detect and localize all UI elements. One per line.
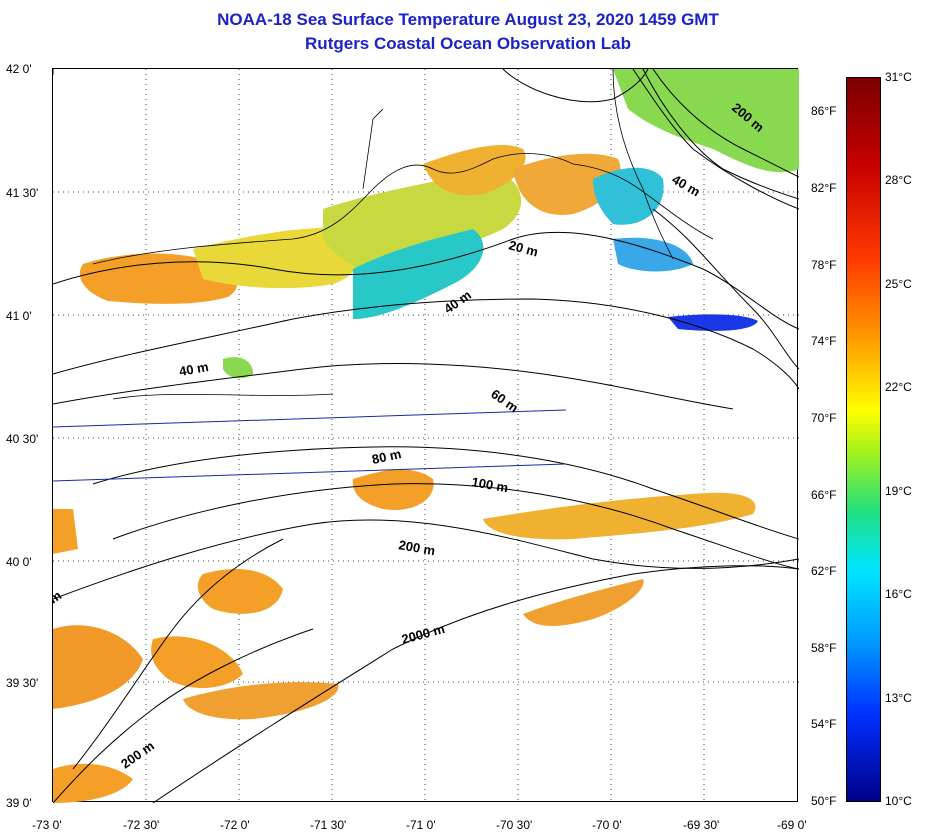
depth-label: 200 m bbox=[397, 537, 436, 558]
fahrenheit-label: 66°F bbox=[811, 488, 837, 502]
sst-patch-cool bbox=[353, 229, 484, 319]
map-subtitle: Rutgers Coastal Ocean Observation Lab bbox=[305, 34, 631, 53]
sst-patch-warm bbox=[183, 682, 339, 720]
sst-patch-warm bbox=[513, 153, 621, 215]
lon-label: -72 0' bbox=[220, 818, 250, 832]
sst-patch-warm bbox=[151, 636, 243, 689]
celsius-label: 25°C bbox=[885, 277, 912, 291]
sst-patch-warm bbox=[53, 509, 78, 554]
lon-label: -73 0' bbox=[32, 818, 62, 832]
lon-label: -69 30' bbox=[683, 818, 720, 832]
sst-patch-green bbox=[223, 357, 253, 379]
celsius-label: 10°C bbox=[885, 794, 912, 808]
sst-patch-warm bbox=[53, 763, 133, 803]
depth-label: 100 m bbox=[470, 474, 509, 495]
sst-patch-warm bbox=[352, 469, 434, 510]
celsius-label: 22°C bbox=[885, 380, 912, 394]
celsius-label: 31°C bbox=[885, 70, 912, 84]
depth-label: 80 m bbox=[371, 446, 403, 467]
sst-patch-cool bbox=[613, 237, 693, 272]
lat-label: 40 30' bbox=[6, 432, 39, 446]
lat-label: 41 0' bbox=[6, 309, 32, 323]
fahrenheit-label: 62°F bbox=[811, 564, 837, 578]
depth-label: 200 m bbox=[118, 738, 157, 771]
fahrenheit-label: 82°F bbox=[811, 181, 837, 195]
sst-patch-warm bbox=[79, 253, 238, 304]
celsius-label: 16°C bbox=[885, 587, 912, 601]
fahrenheit-label: 54°F bbox=[811, 717, 837, 731]
depth-label: 40 m bbox=[441, 287, 474, 316]
lon-label: -70 30' bbox=[496, 818, 533, 832]
lat-label: 40 0' bbox=[6, 555, 32, 569]
lon-label: -71 0' bbox=[406, 818, 436, 832]
depth-label: 40 m bbox=[178, 359, 210, 379]
lat-label: 41 30' bbox=[6, 186, 39, 200]
sst-patch-green bbox=[613, 69, 799, 173]
sst-map: 200 m 40 m 20 m 40 m 40 m 60 m 80 m 100 … bbox=[46, 68, 800, 804]
fahrenheit-label: 50°F bbox=[811, 794, 837, 808]
sst-patch-warm bbox=[423, 144, 526, 196]
lat-label: 39 30' bbox=[6, 676, 39, 690]
fahrenheit-label: 70°F bbox=[811, 411, 837, 425]
depth-label: m bbox=[53, 588, 64, 607]
coastline bbox=[92, 68, 714, 400]
fahrenheit-label: 78°F bbox=[811, 258, 837, 272]
lat-label: 39 0' bbox=[6, 796, 32, 810]
fahrenheit-label: 74°F bbox=[811, 334, 837, 348]
lon-label: -71 30' bbox=[310, 818, 347, 832]
sst-patch-warm bbox=[197, 569, 283, 614]
sst-patch-warm bbox=[483, 492, 756, 540]
depth-contours bbox=[52, 68, 800, 804]
sst-patch-warm bbox=[523, 579, 644, 626]
map-title: NOAA-18 Sea Surface Temperature August 2… bbox=[217, 10, 719, 29]
transect-lines bbox=[52, 409, 567, 482]
depth-label: 60 m bbox=[488, 386, 521, 415]
lon-label: -70 0' bbox=[592, 818, 622, 832]
lat-label: 42 0' bbox=[6, 62, 32, 76]
fahrenheit-label: 86°F bbox=[811, 104, 837, 118]
sst-patch-mid bbox=[193, 227, 364, 289]
depth-label: 2000 m bbox=[400, 621, 446, 647]
sst-patches bbox=[53, 69, 799, 803]
celsius-label: 28°C bbox=[885, 173, 912, 187]
celsius-label: 13°C bbox=[885, 691, 912, 705]
lon-label: -72 30' bbox=[123, 818, 160, 832]
temperature-colorbar bbox=[846, 77, 881, 802]
fahrenheit-label: 58°F bbox=[811, 641, 837, 655]
depth-label: 20 m bbox=[507, 237, 540, 259]
celsius-label: 19°C bbox=[885, 484, 912, 498]
lon-label: -69 0' bbox=[777, 818, 807, 832]
sst-patch-cool bbox=[593, 167, 664, 225]
sst-patch-warm bbox=[53, 625, 143, 709]
depth-label: 40 m bbox=[670, 172, 703, 200]
sst-patch-cold bbox=[668, 314, 758, 331]
